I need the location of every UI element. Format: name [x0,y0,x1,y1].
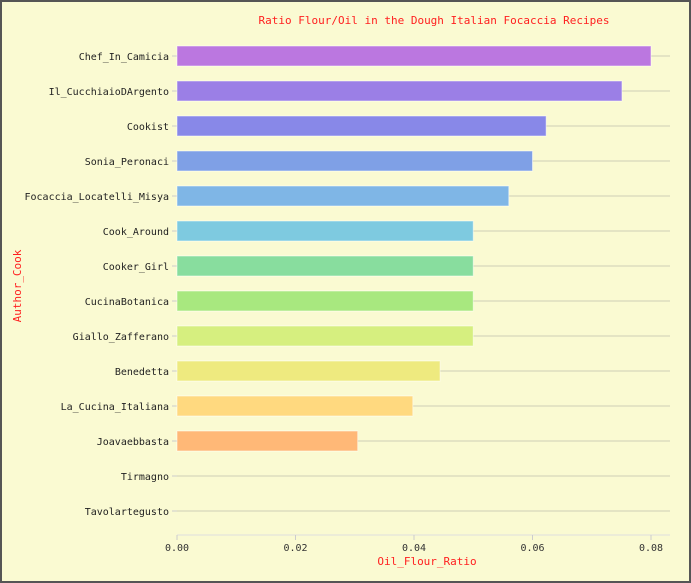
bar [176,45,652,67]
bar [176,430,359,452]
x-tick-label: 0.06 [520,543,544,554]
bar [176,290,474,312]
y-tick-label: Focaccia_Locatelli_Misya [25,192,170,203]
y-tick-label: Joavaebbasta [97,437,169,448]
y-tick-label: Cookist [127,122,169,133]
bar [176,395,414,417]
bar [176,360,441,382]
bar [176,115,547,137]
x-tick-label: 0.08 [639,543,663,554]
y-tick-label: Cooker_Girl [103,262,169,273]
y-tick-label: Tirmagno [121,472,169,483]
bar [176,150,533,172]
y-axis-label: Author_Cook [11,249,24,322]
y-tick-label: Tavolartegusto [85,507,169,518]
chart-title: Ratio Flour/Oil in the Dough Italian Foc… [259,14,610,27]
y-tick-label: Cook_Around [103,227,169,238]
y-tick-label: Benedetta [115,367,169,378]
y-tick-label: Giallo_Zafferano [73,332,169,343]
y-tick-label: La_Cucina_Italiana [61,402,169,413]
x-tick-label: 0.00 [165,543,189,554]
x-tick-label: 0.04 [402,543,426,554]
y-tick-label: Chef_In_Camicia [79,52,169,63]
y-tick-label: Il_CucchiaioDArgento [49,87,169,98]
y-tick-label: CucinaBotanica [85,297,169,308]
x-axis-label: Oil_Flour_Ratio [377,555,476,568]
bar [176,220,474,242]
y-tick-label: Sonia_Peronaci [85,157,169,168]
bar [176,80,623,102]
bar [176,185,510,207]
x-tick-label: 0.02 [283,543,307,554]
bar [176,325,474,347]
bar [176,255,474,277]
